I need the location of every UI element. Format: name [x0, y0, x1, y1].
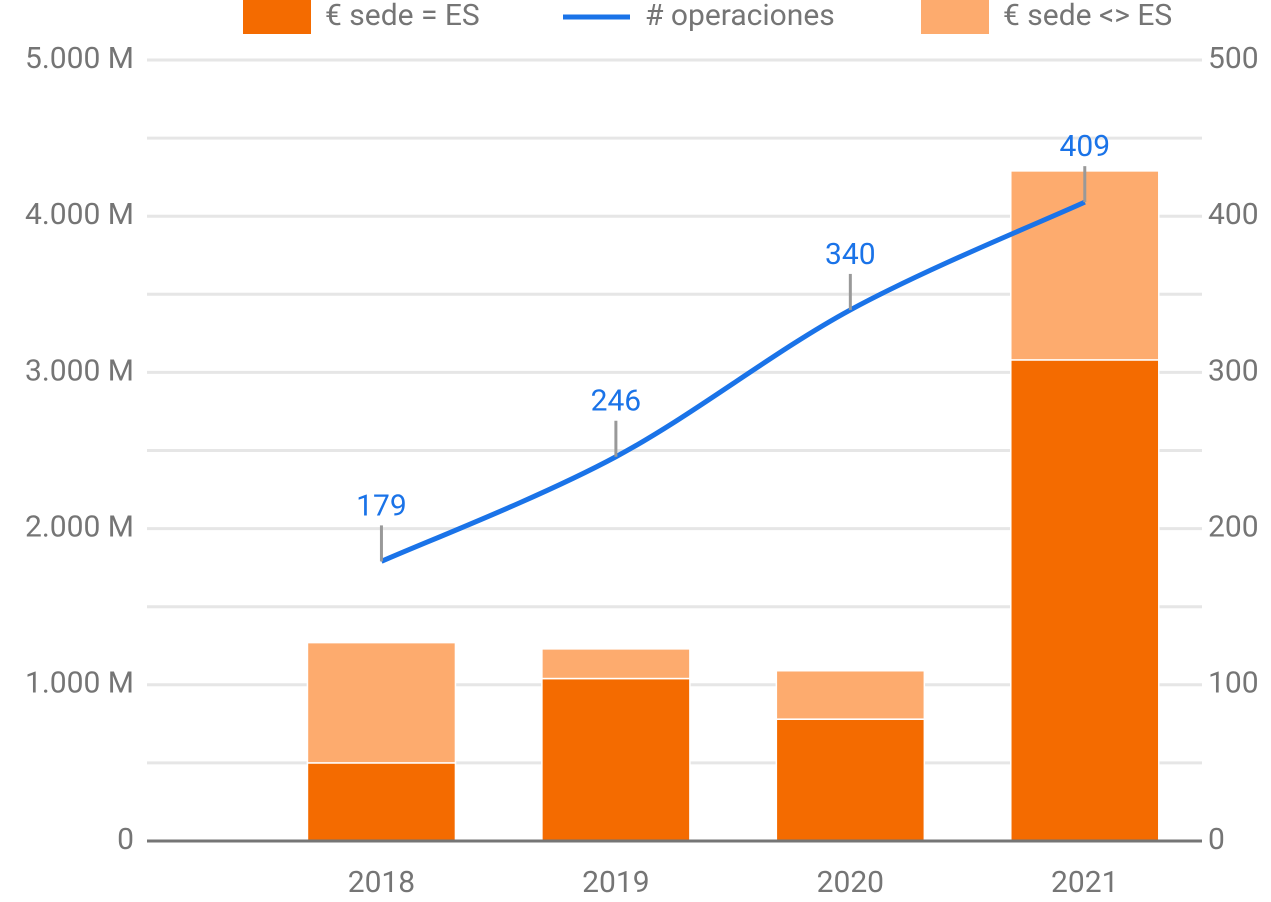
bar — [541, 677, 691, 842]
y2-tick-label: 400 — [1208, 197, 1259, 232]
y2-tick-label: 500 — [1208, 41, 1259, 76]
y-tick-label: 3.000 M — [25, 353, 134, 388]
data-label: 179 — [356, 488, 407, 523]
y2-tick-label: 100 — [1208, 666, 1259, 701]
y-tick-label: 2.000 M — [25, 510, 134, 545]
legend-label: € sede = ES — [325, 0, 480, 33]
bar — [306, 762, 457, 842]
y-tick-label: 4.000 M — [25, 197, 134, 232]
y-tick-label: 0 — [117, 822, 134, 857]
bar — [775, 669, 926, 720]
legend-swatch — [921, 0, 989, 34]
line — [380, 199, 1086, 564]
bar — [306, 641, 457, 764]
y-tick-label: 1.000 M — [25, 666, 134, 701]
y-tick-label: 5.000 M — [25, 41, 134, 76]
y2-tick-label: 200 — [1208, 510, 1259, 545]
x-tick-label: 2019 — [582, 865, 649, 898]
bar — [541, 648, 691, 680]
data-label: 246 — [591, 384, 642, 419]
x-tick-label: 2021 — [1051, 865, 1118, 898]
x-tick-label: 2018 — [348, 865, 415, 898]
legend-swatch — [243, 0, 311, 34]
data-label: 409 — [1059, 129, 1110, 164]
legend-label: # operaciones — [645, 0, 835, 33]
legend-label: € sede <> ES — [1003, 0, 1172, 33]
y2-tick-label: 0 — [1208, 822, 1225, 857]
y2-tick-label: 300 — [1208, 353, 1259, 388]
x-tick-label: 2020 — [817, 865, 884, 898]
bar — [1010, 359, 1160, 842]
data-label: 340 — [825, 237, 876, 272]
bar — [775, 718, 926, 842]
